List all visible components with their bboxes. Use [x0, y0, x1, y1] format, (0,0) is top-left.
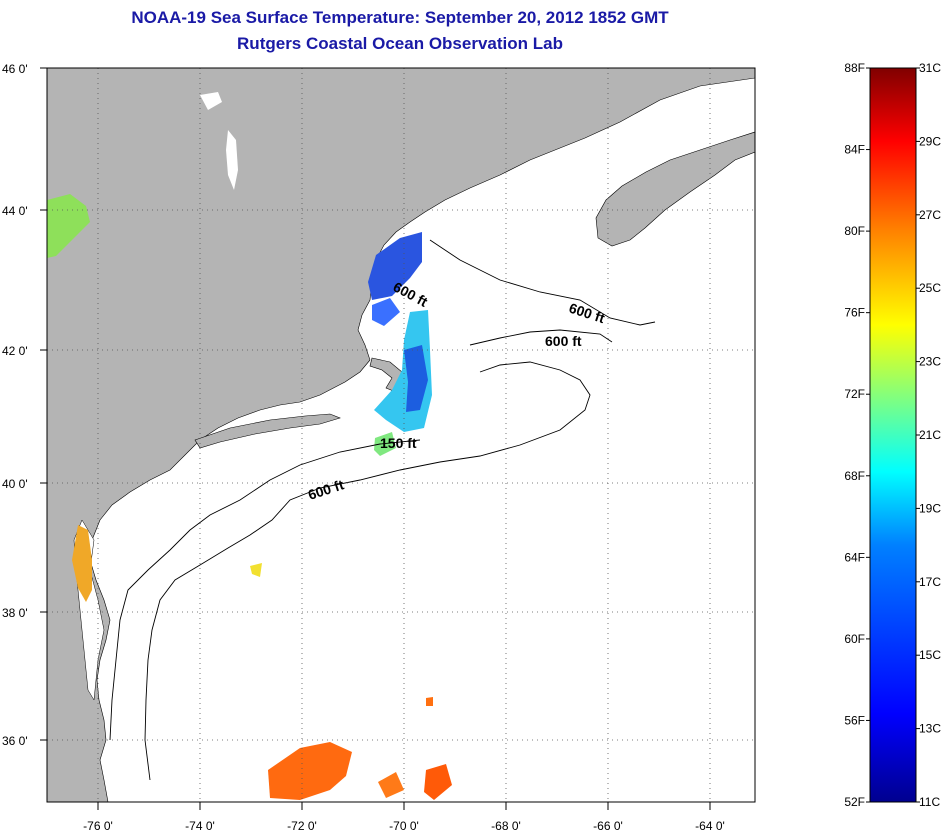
colorbar-f-label: 80F — [844, 224, 865, 238]
contour-label-georges: 600 ft — [545, 333, 582, 349]
sst-patch-nantucket-shoals — [374, 432, 396, 456]
colorbar-f-label: 72F — [844, 387, 865, 401]
lon-label-66: -66 0' — [593, 819, 623, 833]
sst-patch-gulf-stream-4 — [426, 697, 433, 706]
depth-contours — [109, 239, 656, 781]
sst-patch-massachusetts-bay — [372, 298, 400, 326]
lat-label-42: 42 0' — [2, 344, 28, 358]
colorbar-f-label: 88F — [844, 61, 865, 75]
colorbar-f-label: 68F — [844, 469, 865, 483]
sst-patch-gulf-of-maine — [368, 232, 422, 300]
colorbar-gradient — [869, 67, 917, 803]
colorbar-c-label: 13C — [919, 722, 941, 736]
colorbar-c-label: 27C — [919, 208, 941, 222]
grid-lines — [47, 68, 755, 802]
colorbar-f-label: 64F — [844, 550, 865, 564]
lat-label-36: 36 0' — [2, 734, 28, 748]
sst-patch-shelf-yellow — [250, 563, 262, 577]
colorbar-c-label: 29C — [919, 134, 941, 148]
colorbar-c-label: 21C — [919, 428, 941, 442]
colorbar-f-label: 60F — [844, 632, 865, 646]
colorbar-f-label: 52F — [844, 795, 865, 809]
colorbar-f-label: 76F — [844, 306, 865, 320]
nova-scotia-land — [595, 131, 755, 247]
lon-label-74: -74 0' — [185, 819, 215, 833]
colorbar-c-label: 31C — [919, 61, 941, 75]
lake-champlain — [226, 130, 238, 190]
sst-patch-gulf-stream-1 — [268, 742, 352, 800]
colorbar-c-label: 25C — [919, 281, 941, 295]
lon-label-68: -68 0' — [491, 819, 521, 833]
contour-600ft-shelf — [144, 361, 591, 781]
colorbar-c-label: 15C — [919, 648, 941, 662]
lon-label-64: -64 0' — [695, 819, 725, 833]
lat-label-40: 40 0' — [2, 477, 28, 491]
sst-patch-cape-inner — [404, 345, 428, 412]
sst-patch-gulf-stream-3 — [424, 764, 452, 800]
colorbar-c-label: 17C — [919, 575, 941, 589]
lake-small — [200, 92, 222, 110]
contour-label-150ft: 150 ft — [380, 435, 417, 451]
lon-label-72: -72 0' — [287, 819, 317, 833]
contour-150ft — [109, 439, 421, 741]
us-mainland-land — [47, 68, 755, 802]
colorbar-f-label: 56F — [844, 713, 865, 727]
sst-data-layer — [47, 194, 452, 800]
map-title: NOAA-19 Sea Surface Temperature: Septemb… — [131, 8, 669, 27]
map-frame — [46, 67, 756, 803]
lat-label-44: 44 0' — [2, 204, 28, 218]
lon-label-70: -70 0' — [389, 819, 419, 833]
axis-ticks — [40, 67, 711, 810]
map-panel: 46 0' 44 0' 42 0' 40 0' 38 0' 36 0' -76 … — [2, 62, 756, 833]
colorbar-f-label: 84F — [844, 143, 865, 157]
sst-patch-gulf-stream-2 — [378, 772, 404, 798]
colorbar-c-label: 19C — [919, 501, 941, 515]
long-island-land — [194, 413, 341, 449]
lat-label-46: 46 0' — [2, 62, 28, 76]
temperature-colorbar: 88F 84F 80F 76F 72F 68F 64F 60F 56F 52F 31C 29C 27C… — [844, 61, 941, 809]
colorbar-c-label: 23C — [919, 355, 941, 369]
lat-label-38: 38 0' — [2, 606, 28, 620]
lon-label-76: -76 0' — [83, 819, 113, 833]
colorbar-c-label: 11C — [919, 795, 940, 809]
map-subtitle: Rutgers Coastal Ocean Observation Lab — [237, 34, 563, 53]
sst-patch-chesapeake — [72, 525, 92, 602]
contour-600ft-gulf — [429, 239, 656, 326]
contour-600ft-bank — [469, 329, 613, 346]
